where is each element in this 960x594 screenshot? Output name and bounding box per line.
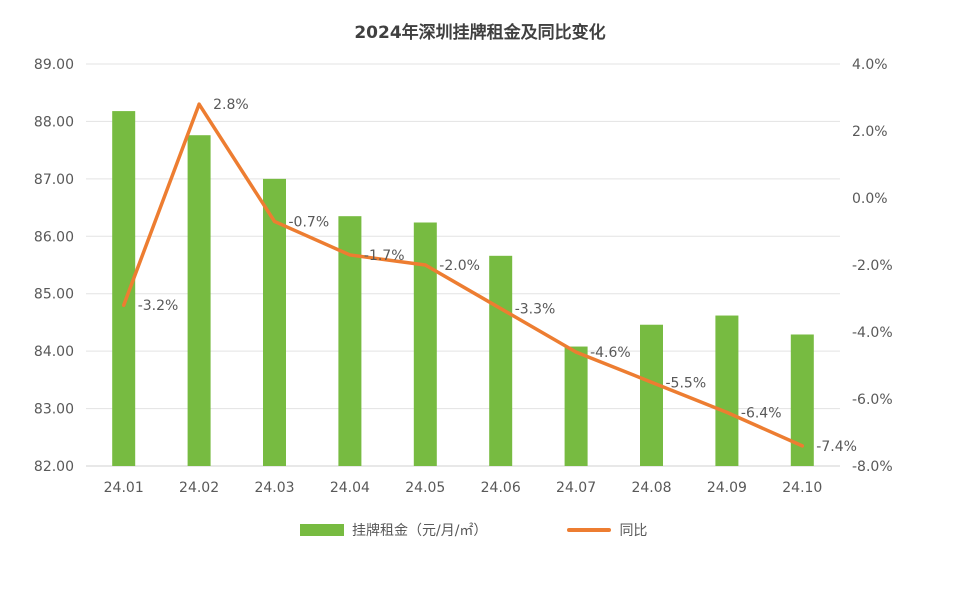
- yoy-point: [499, 306, 503, 311]
- yoy-data-label: -2.0%: [439, 258, 480, 274]
- yoy-point: [197, 102, 201, 106]
- yoy-data-label: -0.7%: [289, 214, 330, 230]
- x-tick-label: 24.01: [104, 480, 144, 496]
- yoy-point: [725, 410, 729, 414]
- y-left-tick-label: 84.00: [34, 344, 74, 360]
- y-left-tick-label: 87.00: [34, 172, 74, 188]
- bar: [263, 178, 286, 466]
- legend-item-rent: 挂牌租金（元/月/㎡）: [300, 520, 487, 540]
- y-left-tick-label: 86.00: [34, 229, 74, 245]
- bar: [112, 111, 136, 466]
- bar: [715, 315, 739, 466]
- yoy-data-label: -5.5%: [666, 375, 707, 391]
- x-tick-label: 24.09: [707, 480, 747, 496]
- chart-title: 2024年深圳挂牌租金及同比变化: [354, 23, 606, 43]
- yoy-point: [272, 219, 277, 224]
- y-left-tick-label: 89.00: [34, 57, 74, 73]
- y-right-tick-label: -4.0%: [852, 325, 893, 341]
- bar: [564, 346, 588, 466]
- x-tick-label: 24.07: [556, 480, 596, 496]
- x-tick-label: 24.10: [782, 480, 822, 496]
- yoy-point: [348, 253, 352, 257]
- bar: [489, 255, 513, 466]
- yoy-data-label: -6.4%: [741, 405, 782, 421]
- yoy-data-label: -3.3%: [515, 302, 556, 318]
- legend: 挂牌租金（元/月/㎡） 同比: [300, 520, 727, 540]
- bar: [640, 324, 663, 466]
- y-left-tick-label: 85.00: [34, 287, 74, 303]
- x-tick-label: 24.08: [631, 480, 671, 496]
- legend-swatch-bar: [300, 524, 344, 536]
- y-right-tick-label: 4.0%: [852, 57, 888, 73]
- yoy-point: [800, 444, 804, 448]
- legend-label-rent: 挂牌租金（元/月/㎡）: [352, 523, 488, 539]
- legend-label-yoy: 同比: [619, 523, 648, 539]
- x-tick-label: 24.02: [179, 480, 219, 496]
- y-right-tick-label: 2.0%: [852, 124, 888, 140]
- bar: [790, 334, 814, 466]
- y-right-tick-label: -6.0%: [852, 392, 893, 408]
- yoy-data-label: -3.2%: [138, 298, 179, 314]
- yoy-point: [423, 263, 427, 267]
- y-left-tick-label: 83.00: [34, 402, 74, 418]
- yoy-line: [121, 102, 805, 448]
- yoy-data-label: -4.6%: [590, 345, 631, 361]
- y-right-tick-label: -2.0%: [852, 258, 893, 274]
- yoy-data-label: 2.8%: [213, 97, 249, 113]
- bar: [413, 222, 437, 466]
- y-left-tick-label: 82.00: [34, 459, 74, 475]
- y-right-tick-label: 0.0%: [852, 191, 888, 207]
- x-tick-label: 24.06: [481, 480, 521, 496]
- yoy-data-label: -1.7%: [364, 248, 405, 264]
- bar: [187, 135, 211, 466]
- legend-swatch-line: [567, 528, 612, 532]
- yoy-point: [649, 380, 654, 384]
- yoy-point: [574, 350, 578, 354]
- yoy-data-label: -7.4%: [816, 439, 857, 455]
- yoy-point: [122, 303, 126, 307]
- x-tick-label: 24.04: [330, 480, 370, 496]
- y-right-tick-label: -8.0%: [852, 459, 893, 475]
- bar: [338, 216, 362, 466]
- x-tick-label: 24.03: [254, 480, 294, 496]
- x-tick-label: 24.05: [405, 480, 445, 496]
- legend-item-yoy: 同比: [567, 520, 647, 540]
- y-left-tick-label: 88.00: [34, 114, 74, 130]
